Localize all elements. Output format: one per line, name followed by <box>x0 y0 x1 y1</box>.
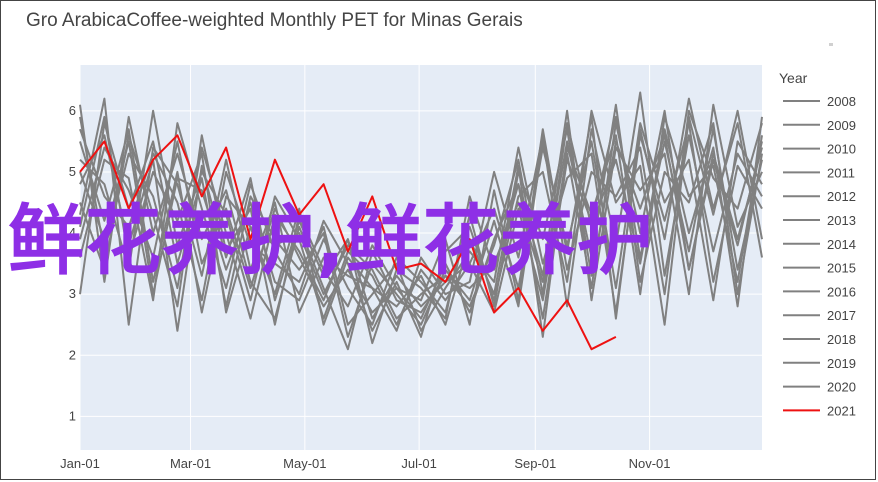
legend-item-2012[interactable]: 2012 <box>783 189 856 204</box>
series-group <box>79 91 763 351</box>
legend[interactable]: Year 2008 2009 2010 2011 2012 2013 2014 2015 2016… <box>779 70 856 418</box>
legend-item-2013[interactable]: 2013 <box>783 213 856 228</box>
y-tick-label: 6 <box>69 103 76 118</box>
chart-title: Gro ArabicaCoffee-weighted Monthly PET f… <box>26 10 523 31</box>
legend-item-2020[interactable]: 2020 <box>783 380 856 395</box>
x-tick-label: Jan-01 <box>60 456 100 471</box>
axes: Jan-01 Mar-01 May-01 Jul-01 Sep-01 Nov-01 1 2 3 4… <box>60 103 670 471</box>
legend-label: 2014 <box>827 237 856 252</box>
legend-label: 2008 <box>827 94 856 109</box>
y-tick-label: 2 <box>69 347 76 362</box>
series-line-2018 <box>79 109 763 326</box>
legend-label: 2019 <box>827 356 856 371</box>
legend-label: 2012 <box>827 189 856 204</box>
x-tick-label: May-01 <box>283 456 326 471</box>
legend-item-2021[interactable]: 2021 <box>783 403 856 418</box>
series-line-2016 <box>79 115 763 326</box>
legend-label: 2013 <box>827 213 856 228</box>
legend-label: 2009 <box>827 118 856 133</box>
y-tick-label: 1 <box>69 408 76 423</box>
legend-item-2019[interactable]: 2019 <box>783 356 856 371</box>
legend-label: 2018 <box>827 332 856 347</box>
legend-label: 2020 <box>827 380 856 395</box>
legend-item-2016[interactable]: 2016 <box>783 284 856 299</box>
legend-item-2009[interactable]: 2009 <box>783 118 856 133</box>
legend-label: 2015 <box>827 261 856 276</box>
series-line-2019 <box>79 128 763 326</box>
y-tick-label: 5 <box>69 164 76 179</box>
x-tick-label: Sep-01 <box>514 456 556 471</box>
legend-item-2008[interactable]: 2008 <box>783 94 856 109</box>
series-line-2012 <box>79 91 763 332</box>
legend-label: 2011 <box>827 165 855 180</box>
legend-item-2010[interactable]: 2010 <box>783 142 856 157</box>
legend-item-2018[interactable]: 2018 <box>783 332 856 347</box>
y-tick-label: 4 <box>69 225 76 240</box>
legend-item-2014[interactable]: 2014 <box>783 237 856 252</box>
legend-label: 2010 <box>827 142 856 157</box>
x-tick-label: Mar-01 <box>170 456 211 471</box>
legend-label: 2016 <box>827 284 856 299</box>
y-tick-label: 3 <box>69 286 76 301</box>
series-line-2017 <box>79 122 763 332</box>
x-tick-label: Jul-01 <box>401 456 436 471</box>
series-line-2021 <box>79 134 617 351</box>
modebar-handle[interactable] <box>829 43 833 46</box>
legend-label: 2021 <box>827 403 856 418</box>
legend-item-2017[interactable]: 2017 <box>783 308 856 323</box>
legend-item-2011[interactable]: 2011 <box>783 165 855 180</box>
legend-label: 2017 <box>827 308 856 323</box>
legend-title: Year <box>779 70 808 86</box>
legend-item-2015[interactable]: 2015 <box>783 261 856 276</box>
x-tick-label: Nov-01 <box>629 456 671 471</box>
